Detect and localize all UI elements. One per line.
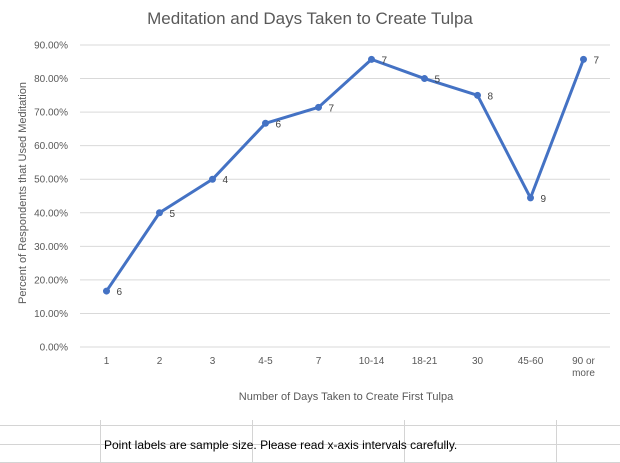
data-point bbox=[580, 55, 587, 63]
data-point bbox=[527, 194, 534, 202]
y-axis-label: Percent of Respondents that Used Meditat… bbox=[17, 82, 29, 304]
gridlines bbox=[80, 44, 610, 348]
x-tick-label: 3 bbox=[210, 356, 216, 367]
series-line bbox=[105, 57, 585, 293]
x-tick-label: 90 or more bbox=[572, 356, 595, 379]
y-tick-label: 40.00% bbox=[34, 208, 68, 219]
sheet-row-line bbox=[0, 444, 620, 445]
point-label: 6 bbox=[276, 119, 282, 130]
x-tick-label: 10-14 bbox=[359, 356, 385, 367]
x-tick-label: 45-60 bbox=[518, 356, 544, 367]
chart-title: Meditation and Days Taken to Create Tulp… bbox=[147, 9, 473, 28]
data-point bbox=[103, 287, 110, 295]
x-tick-label: 7 bbox=[316, 356, 322, 367]
point-label: 7 bbox=[382, 55, 388, 66]
point-label: 7 bbox=[594, 55, 600, 66]
y-tick-label: 60.00% bbox=[34, 141, 68, 152]
line-chart: Meditation and Days Taken to Create Tulp… bbox=[17, 9, 610, 403]
chart-area: Meditation and Days Taken to Create Tulp… bbox=[17, 9, 610, 403]
data-point bbox=[421, 75, 428, 83]
y-tick-label: 80.00% bbox=[34, 74, 68, 85]
point-label: 5 bbox=[435, 75, 441, 86]
x-tick-label: 18-21 bbox=[412, 356, 438, 367]
x-tick-label: 1 bbox=[104, 356, 110, 367]
point-label: 7 bbox=[329, 103, 335, 114]
data-point bbox=[315, 103, 322, 111]
sheet-column-line bbox=[252, 420, 253, 463]
data-point bbox=[156, 209, 163, 217]
y-tick-label: 70.00% bbox=[34, 108, 68, 119]
point-label: 6 bbox=[117, 287, 123, 298]
y-tick-label: 0.00% bbox=[40, 343, 68, 354]
point-label: 5 bbox=[170, 209, 176, 220]
sheet-column-line bbox=[404, 420, 405, 463]
sheet-note-cell[interactable]: Point labels are sample size. Please rea… bbox=[104, 438, 458, 452]
y-tick-labels: 0.00% 10.00% 20.00% 30.00% 40.00% 50.00% 60.00… bbox=[34, 41, 68, 354]
y-tick-label: 50.00% bbox=[34, 175, 68, 186]
x-tick-label: 4-5 bbox=[258, 356, 273, 367]
x-tick-labels: 1 2 3 4-5 7 10-14 18-21 30 45-60 90 or more bbox=[104, 356, 596, 379]
point-label: 8 bbox=[488, 91, 494, 102]
series-line-group bbox=[105, 57, 585, 293]
x-axis-label: Number of Days Taken to Create First Tul… bbox=[239, 391, 454, 403]
sheet-column-line bbox=[556, 420, 557, 463]
point-labels: 6 5 4 6 7 7 5 8 9 7 bbox=[117, 55, 600, 298]
x-tick-label: 2 bbox=[157, 356, 163, 367]
x-tick-label: 30 bbox=[472, 356, 484, 367]
sheet-row-line bbox=[0, 425, 620, 426]
point-label: 4 bbox=[223, 175, 229, 186]
data-point bbox=[209, 175, 216, 183]
y-tick-label: 30.00% bbox=[34, 242, 68, 253]
y-tick-label: 20.00% bbox=[34, 275, 68, 286]
y-tick-label: 90.00% bbox=[34, 41, 68, 52]
data-point bbox=[368, 55, 375, 63]
data-point bbox=[474, 91, 481, 99]
point-label: 9 bbox=[541, 194, 547, 205]
data-points bbox=[103, 55, 587, 295]
y-tick-label: 10.00% bbox=[34, 309, 68, 320]
data-point bbox=[262, 119, 269, 127]
sheet-column-line bbox=[100, 420, 101, 463]
